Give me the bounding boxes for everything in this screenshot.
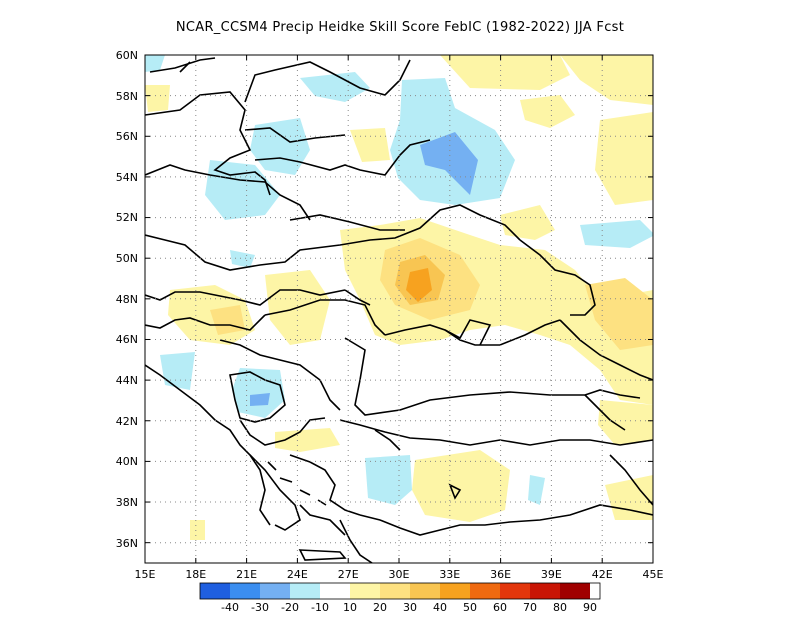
- lat-tick-label: 60N: [116, 49, 138, 62]
- colorbar-swatch: [320, 583, 350, 599]
- skill-region-positive: [440, 55, 570, 90]
- colorbar-swatch: [560, 583, 590, 599]
- skill-region-negative: [232, 368, 285, 418]
- colorbar-swatch: [230, 583, 260, 599]
- lon-tick-label: 18E: [185, 568, 206, 581]
- lon-tick-label: 27E: [338, 568, 359, 581]
- lat-tick-label: 38N: [116, 496, 138, 509]
- colorbar-label: -40: [221, 601, 239, 614]
- skill-region-positive: [145, 85, 170, 112]
- skill-region-negative-strong: [420, 132, 478, 195]
- colorbar-label: 60: [493, 601, 507, 614]
- colorbar-swatch: [350, 583, 380, 599]
- skill-region-positive: [595, 112, 653, 205]
- skill-region-positive: [412, 450, 510, 522]
- skill-region-positive: [598, 400, 653, 445]
- colorbar-label: 70: [523, 601, 537, 614]
- skill-region-positive-peak: [406, 268, 432, 302]
- skill-region-positive-mid: [210, 305, 245, 335]
- lon-tick-label: 42E: [592, 568, 613, 581]
- lon-axis: 15E 18E 21E 24E 27E 30E 33E 36E 39E 42E …: [135, 568, 664, 581]
- skill-region-negative: [300, 72, 370, 102]
- colorbar-label: 30: [403, 601, 417, 614]
- lat-tick-label: 40N: [116, 455, 138, 468]
- skill-region-positive: [560, 55, 653, 105]
- colorbar-swatch: [440, 583, 470, 599]
- colorbar-swatch: [380, 583, 410, 599]
- tick-marks: [144, 54, 654, 563]
- skill-region-negative: [250, 118, 310, 175]
- lon-tick-label: 33E: [439, 568, 460, 581]
- boundaries: [145, 57, 653, 563]
- colorbar-swatch: [200, 583, 230, 599]
- lat-tick-label: 44N: [116, 374, 138, 387]
- lon-tick-label: 24E: [287, 568, 308, 581]
- colorbar-label: 10: [343, 601, 357, 614]
- lon-tick-label: 15E: [135, 568, 156, 581]
- colorbar-swatch: [260, 583, 290, 599]
- colorbar-swatch: [410, 583, 440, 599]
- lon-tick-label: 21E: [236, 568, 257, 581]
- lat-tick-label: 46N: [116, 333, 138, 346]
- skill-region-positive: [350, 128, 390, 162]
- skill-region-negative: [365, 455, 412, 505]
- skill-field: [145, 55, 653, 540]
- skill-region-positive: [500, 205, 555, 240]
- colorbar-frame: [199, 582, 601, 600]
- skill-region-negative: [528, 475, 545, 505]
- colorbar-label: 50: [463, 601, 477, 614]
- lon-tick-label: 36E: [490, 568, 511, 581]
- colorbar-label: 90: [583, 601, 597, 614]
- chart-title: NCAR_CCSM4 Precip Heidke Skill Score Feb…: [175, 20, 625, 35]
- lat-tick-label: 48N: [116, 293, 138, 306]
- skill-region-negative-strong: [250, 393, 270, 406]
- skill-region-positive: [605, 475, 653, 520]
- skill-region-negative: [205, 160, 280, 220]
- skill-region-negative: [230, 250, 255, 268]
- colorbar-label: -10: [311, 601, 329, 614]
- colorbar-swatch: [290, 583, 320, 599]
- colorbar-label: 40: [433, 601, 447, 614]
- skill-region-positive: [190, 520, 205, 540]
- lon-tick-label: 30E: [389, 568, 410, 581]
- lat-tick-label: 58N: [116, 90, 138, 103]
- colorbar-label: -20: [281, 601, 299, 614]
- lat-tick-label: 52N: [116, 211, 138, 224]
- skill-region-negative: [145, 55, 165, 72]
- skill-region-positive: [275, 428, 340, 452]
- lat-tick-label: 42N: [116, 415, 138, 428]
- colorbar-swatch: [530, 583, 560, 599]
- lat-tick-label: 56N: [116, 130, 138, 143]
- lat-tick-label: 50N: [116, 252, 138, 265]
- colorbar-swatch: [470, 583, 500, 599]
- lat-tick-label: 36N: [116, 537, 138, 550]
- colorbar: -40 -30 -20 -10 10 20 30 40 50 60 70 80 …: [199, 582, 601, 614]
- skill-region-negative: [580, 220, 653, 248]
- lat-tick-label: 54N: [116, 171, 138, 184]
- lon-tick-label: 39E: [541, 568, 562, 581]
- colorbar-label: -30: [251, 601, 269, 614]
- lat-axis: 60N 58N 56N 54N 52N 50N 48N 46N 44N 42N …: [116, 49, 138, 550]
- lon-tick-label: 45E: [643, 568, 664, 581]
- colorbar-swatch: [500, 583, 530, 599]
- colorbar-label: 80: [553, 601, 567, 614]
- skill-region-positive: [520, 95, 575, 128]
- skill-region-negative: [160, 352, 195, 390]
- colorbar-label: 20: [373, 601, 387, 614]
